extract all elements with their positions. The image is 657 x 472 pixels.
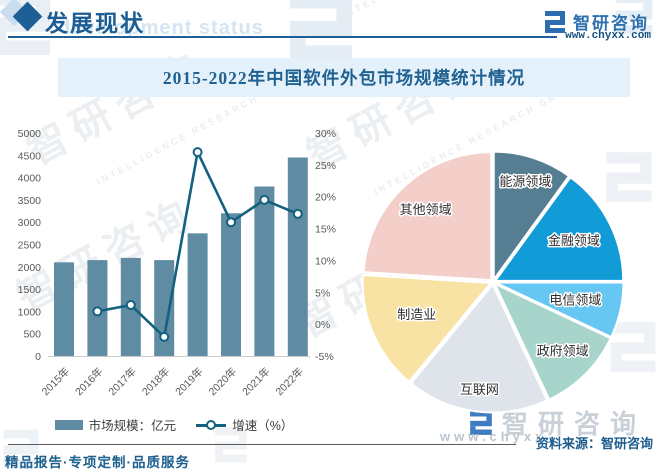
- svg-text:2022年: 2022年: [273, 365, 306, 398]
- svg-text:4000: 4000: [18, 173, 42, 185]
- chart-title: 2015-2022年中国软件外包市场规模统计情况: [162, 68, 526, 88]
- legend-label-market-size: 市场规模：亿元: [88, 419, 177, 433]
- svg-text:2020年: 2020年: [206, 365, 239, 398]
- chart-legend: 市场规模：亿元 增速（%）: [8, 415, 340, 434]
- svg-text:0: 0: [35, 351, 41, 363]
- svg-text:5000: 5000: [18, 128, 42, 140]
- chart-title-band: 2015-2022年中国软件外包市场规模统计情况: [58, 58, 630, 97]
- legend-item-market-size: 市场规模：亿元: [54, 415, 177, 434]
- svg-text:0%: 0%: [315, 319, 330, 331]
- svg-text:1000: 1000: [18, 306, 42, 318]
- svg-text:20%: 20%: [315, 192, 336, 204]
- line-series-swatch: [196, 419, 227, 430]
- watermark-tagline: INTELLIGENCE RESEARCH GROUP: [340, 0, 576, 22]
- watermark-logo-icon: [284, 0, 358, 64]
- svg-text:3000: 3000: [18, 217, 42, 229]
- source-label: 资料来源：智研咨询: [535, 436, 653, 451]
- svg-text:2015年: 2015年: [39, 365, 72, 398]
- svg-text:-5%: -5%: [315, 351, 334, 363]
- svg-text:5%: 5%: [315, 287, 330, 299]
- svg-text:制造业: 制造业: [397, 307, 436, 322]
- brand-logo-icon: [543, 10, 567, 34]
- svg-text:2016年: 2016年: [72, 365, 105, 398]
- section-subtitle: development status: [58, 17, 264, 39]
- legend-item-growth: 增速（%）: [196, 415, 293, 434]
- svg-text:2018年: 2018年: [139, 365, 172, 398]
- svg-text:4500: 4500: [18, 150, 42, 162]
- source-divider: [8, 444, 516, 445]
- footer-services: 精品报告·专项定制·品质服务: [5, 455, 190, 470]
- svg-text:2021年: 2021年: [239, 365, 272, 398]
- bar-series-swatch: [54, 419, 83, 430]
- svg-text:其他领域: 其他领域: [400, 202, 452, 217]
- svg-text:2019年: 2019年: [173, 365, 206, 398]
- svg-text:3500: 3500: [18, 195, 42, 207]
- svg-text:2017年: 2017年: [106, 365, 139, 398]
- svg-text:2500: 2500: [18, 240, 42, 252]
- svg-text:500: 500: [23, 329, 41, 341]
- combo-chart: 0 500 1000 1500 2000 2500 3000 3500 4000 4500 5000…: [18, 128, 336, 398]
- svg-text:金融领域: 金融领域: [548, 233, 600, 248]
- brand-website: www.chyxx.com: [565, 30, 651, 42]
- svg-text:政府领域: 政府领域: [537, 344, 589, 359]
- svg-text:能源领域: 能源领域: [499, 174, 551, 189]
- header-divider: [8, 36, 557, 38]
- svg-text:互联网: 互联网: [460, 382, 499, 397]
- svg-text:10%: 10%: [315, 255, 336, 267]
- line-marker-icon: [206, 419, 217, 430]
- svg-text:电信领域: 电信领域: [549, 292, 601, 307]
- svg-text:30%: 30%: [315, 128, 336, 140]
- legend-label-growth: 增速（%）: [232, 419, 294, 433]
- svg-text:15%: 15%: [315, 224, 336, 236]
- svg-text:2000: 2000: [18, 262, 42, 274]
- svg-text:25%: 25%: [315, 160, 336, 172]
- section-title: 发展现状: [45, 11, 145, 36]
- svg-text:1500: 1500: [18, 284, 42, 296]
